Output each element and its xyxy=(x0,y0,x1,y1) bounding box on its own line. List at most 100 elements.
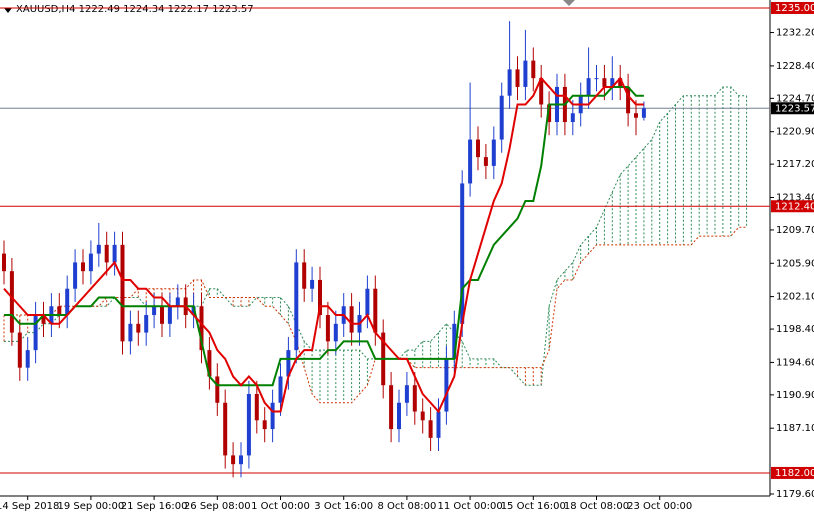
candle-body xyxy=(128,323,133,342)
candle-body xyxy=(602,78,607,87)
x-tick-label: 26 Sep 08:00 xyxy=(184,501,251,512)
y-tick-label: 1228.40 xyxy=(776,61,814,72)
candle-body xyxy=(586,78,591,96)
candle-body xyxy=(57,306,62,316)
x-tick-label: 23 Oct 00:00 xyxy=(627,501,692,512)
x-tick-label: 21 Sep 16:00 xyxy=(121,501,188,512)
chart-title: XAUUSD,H4 1222.49 1224.34 1222.17 1223.5… xyxy=(16,4,254,15)
candle-body xyxy=(515,69,520,87)
y-tick-label: 1187.10 xyxy=(776,423,814,434)
candle-body xyxy=(9,271,14,333)
candle-body xyxy=(594,78,599,80)
candle-body xyxy=(373,288,378,333)
candle-body xyxy=(397,402,401,430)
candle-body xyxy=(33,315,38,351)
candle-body xyxy=(499,95,504,140)
candle-body xyxy=(96,244,101,254)
x-tick-label: 3 Oct 16:00 xyxy=(314,501,373,512)
candle-body xyxy=(420,411,425,421)
x-tick-label: 15 Oct 16:00 xyxy=(501,501,566,512)
kijun-line xyxy=(4,85,644,387)
y-tick-label: 1202.10 xyxy=(776,292,814,303)
candle-body xyxy=(88,253,93,272)
candle-body xyxy=(389,385,394,430)
candle-body xyxy=(523,60,528,87)
y-tick-label: 1194.60 xyxy=(776,357,814,368)
candle-body xyxy=(215,376,220,403)
candle-body xyxy=(547,104,552,123)
candle-body xyxy=(223,402,228,456)
candle-body xyxy=(302,262,307,289)
candle-body xyxy=(476,139,480,158)
candle-body xyxy=(570,113,575,123)
bid-label: 1223.57 xyxy=(775,103,814,114)
y-tick-label: 1213.40 xyxy=(776,192,814,203)
candle-body xyxy=(112,244,117,263)
candle-body xyxy=(531,60,536,79)
candle-body xyxy=(286,350,291,377)
candle-body xyxy=(175,297,180,307)
candle-body xyxy=(634,113,638,118)
candle-body xyxy=(254,393,259,421)
candle-body xyxy=(491,139,496,166)
candle-body xyxy=(246,393,251,456)
candle-body xyxy=(483,157,488,166)
candle-body xyxy=(160,306,164,324)
candle-body xyxy=(444,358,449,412)
candle-body xyxy=(641,108,646,118)
x-tick-label: 8 Oct 08:00 xyxy=(377,501,436,512)
candle-body xyxy=(104,244,109,263)
candle-body xyxy=(17,332,22,368)
candle-body xyxy=(73,262,78,289)
candle-body xyxy=(152,306,157,316)
tenkan-line xyxy=(3,76,644,414)
candle-body xyxy=(294,262,299,351)
candle-body xyxy=(618,78,623,87)
candle-body xyxy=(452,323,457,359)
level-label: 1182.00 xyxy=(775,468,814,479)
y-tick-label: 1209.70 xyxy=(776,225,814,236)
candle-body xyxy=(349,306,354,333)
y-tick-label: 1220.90 xyxy=(776,127,814,138)
candle-body xyxy=(278,376,283,403)
candle-body xyxy=(310,279,315,289)
candle-body xyxy=(239,455,243,465)
x-tick-label: 14 Sep 2018 xyxy=(0,501,59,512)
candle-body xyxy=(231,455,236,465)
y-tick-label: 1198.40 xyxy=(776,324,814,335)
candle-body xyxy=(270,402,275,430)
candle-body xyxy=(626,86,631,114)
candle-body xyxy=(460,183,465,324)
candle-body xyxy=(65,288,70,316)
candle-body xyxy=(144,315,149,333)
y-tick-label: 1217.20 xyxy=(776,159,814,170)
candle-body xyxy=(81,262,85,272)
candle-body xyxy=(199,306,204,351)
candle-body xyxy=(318,279,322,316)
candle-body xyxy=(436,411,441,438)
candle-body xyxy=(333,323,338,342)
candle-body xyxy=(507,69,512,96)
level-label: 1212.40 xyxy=(775,201,814,212)
x-tick-label: 19 Sep 00:00 xyxy=(58,501,125,512)
candle-body xyxy=(325,315,330,342)
y-tick-label: 1224.70 xyxy=(776,93,814,104)
x-tick-label: 18 Oct 08:00 xyxy=(564,501,629,512)
level-label-box xyxy=(771,1,814,14)
level-label: 1235.00 xyxy=(775,3,814,14)
x-tick-label: 11 Oct 00:00 xyxy=(437,501,502,512)
shift-marker xyxy=(563,0,575,6)
y-tick-label: 1179.60 xyxy=(776,489,814,500)
candle-body xyxy=(2,253,6,272)
candle-body xyxy=(136,323,141,333)
menu-arrow xyxy=(4,8,12,13)
candle-body xyxy=(365,288,370,316)
candle-body xyxy=(468,139,473,184)
bid-label-box xyxy=(771,102,814,115)
candle-body xyxy=(539,78,544,105)
x-tick-label: 1 Oct 00:00 xyxy=(251,501,310,512)
candle-body xyxy=(262,420,267,430)
candle-body xyxy=(610,78,615,87)
